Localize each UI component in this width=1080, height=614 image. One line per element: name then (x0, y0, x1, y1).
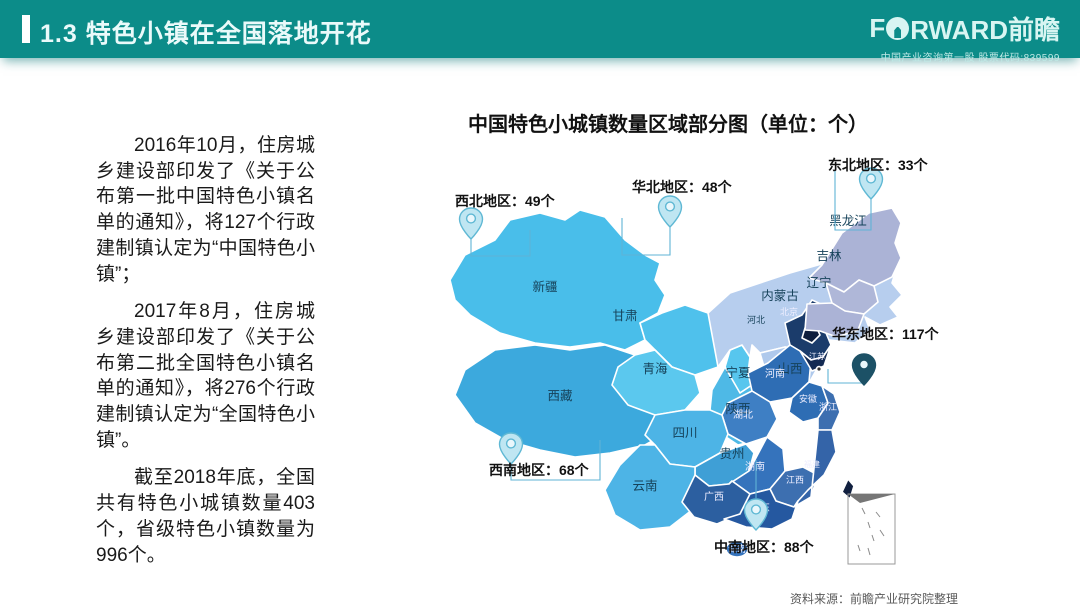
svg-text:广东: 广东 (750, 501, 770, 514)
svg-text:西藏: 西藏 (547, 389, 573, 403)
svg-text:北京: 北京 (780, 306, 798, 317)
svg-text:福建: 福建 (804, 459, 820, 469)
svg-text:安徽: 安徽 (799, 393, 817, 404)
svg-text:青海: 青海 (642, 361, 668, 376)
svg-text:广西: 广西 (704, 491, 724, 503)
svg-text:内蒙古: 内蒙古 (761, 288, 799, 303)
svg-text:浙江: 浙江 (819, 401, 837, 412)
svg-text:湖北: 湖北 (733, 409, 753, 421)
svg-text:甘肃: 甘肃 (612, 309, 637, 323)
svg-text:江苏: 江苏 (809, 351, 825, 361)
svg-text:辽宁: 辽宁 (806, 275, 831, 290)
svg-text:上海: 上海 (825, 363, 843, 374)
svg-text:四川: 四川 (672, 426, 697, 440)
svg-text:新疆: 新疆 (532, 279, 557, 294)
svg-text:吉林: 吉林 (816, 249, 842, 263)
svg-text:河南: 河南 (765, 367, 785, 380)
svg-text:黑龙江: 黑龙江 (829, 214, 867, 228)
svg-text:云南: 云南 (632, 478, 657, 493)
svg-text:湖南: 湖南 (745, 460, 765, 473)
svg-text:海南: 海南 (728, 543, 746, 554)
svg-text:江西: 江西 (786, 475, 804, 485)
svg-text:贵州: 贵州 (719, 447, 744, 461)
svg-text:河北: 河北 (747, 314, 765, 325)
svg-text:宁夏: 宁夏 (725, 365, 751, 380)
